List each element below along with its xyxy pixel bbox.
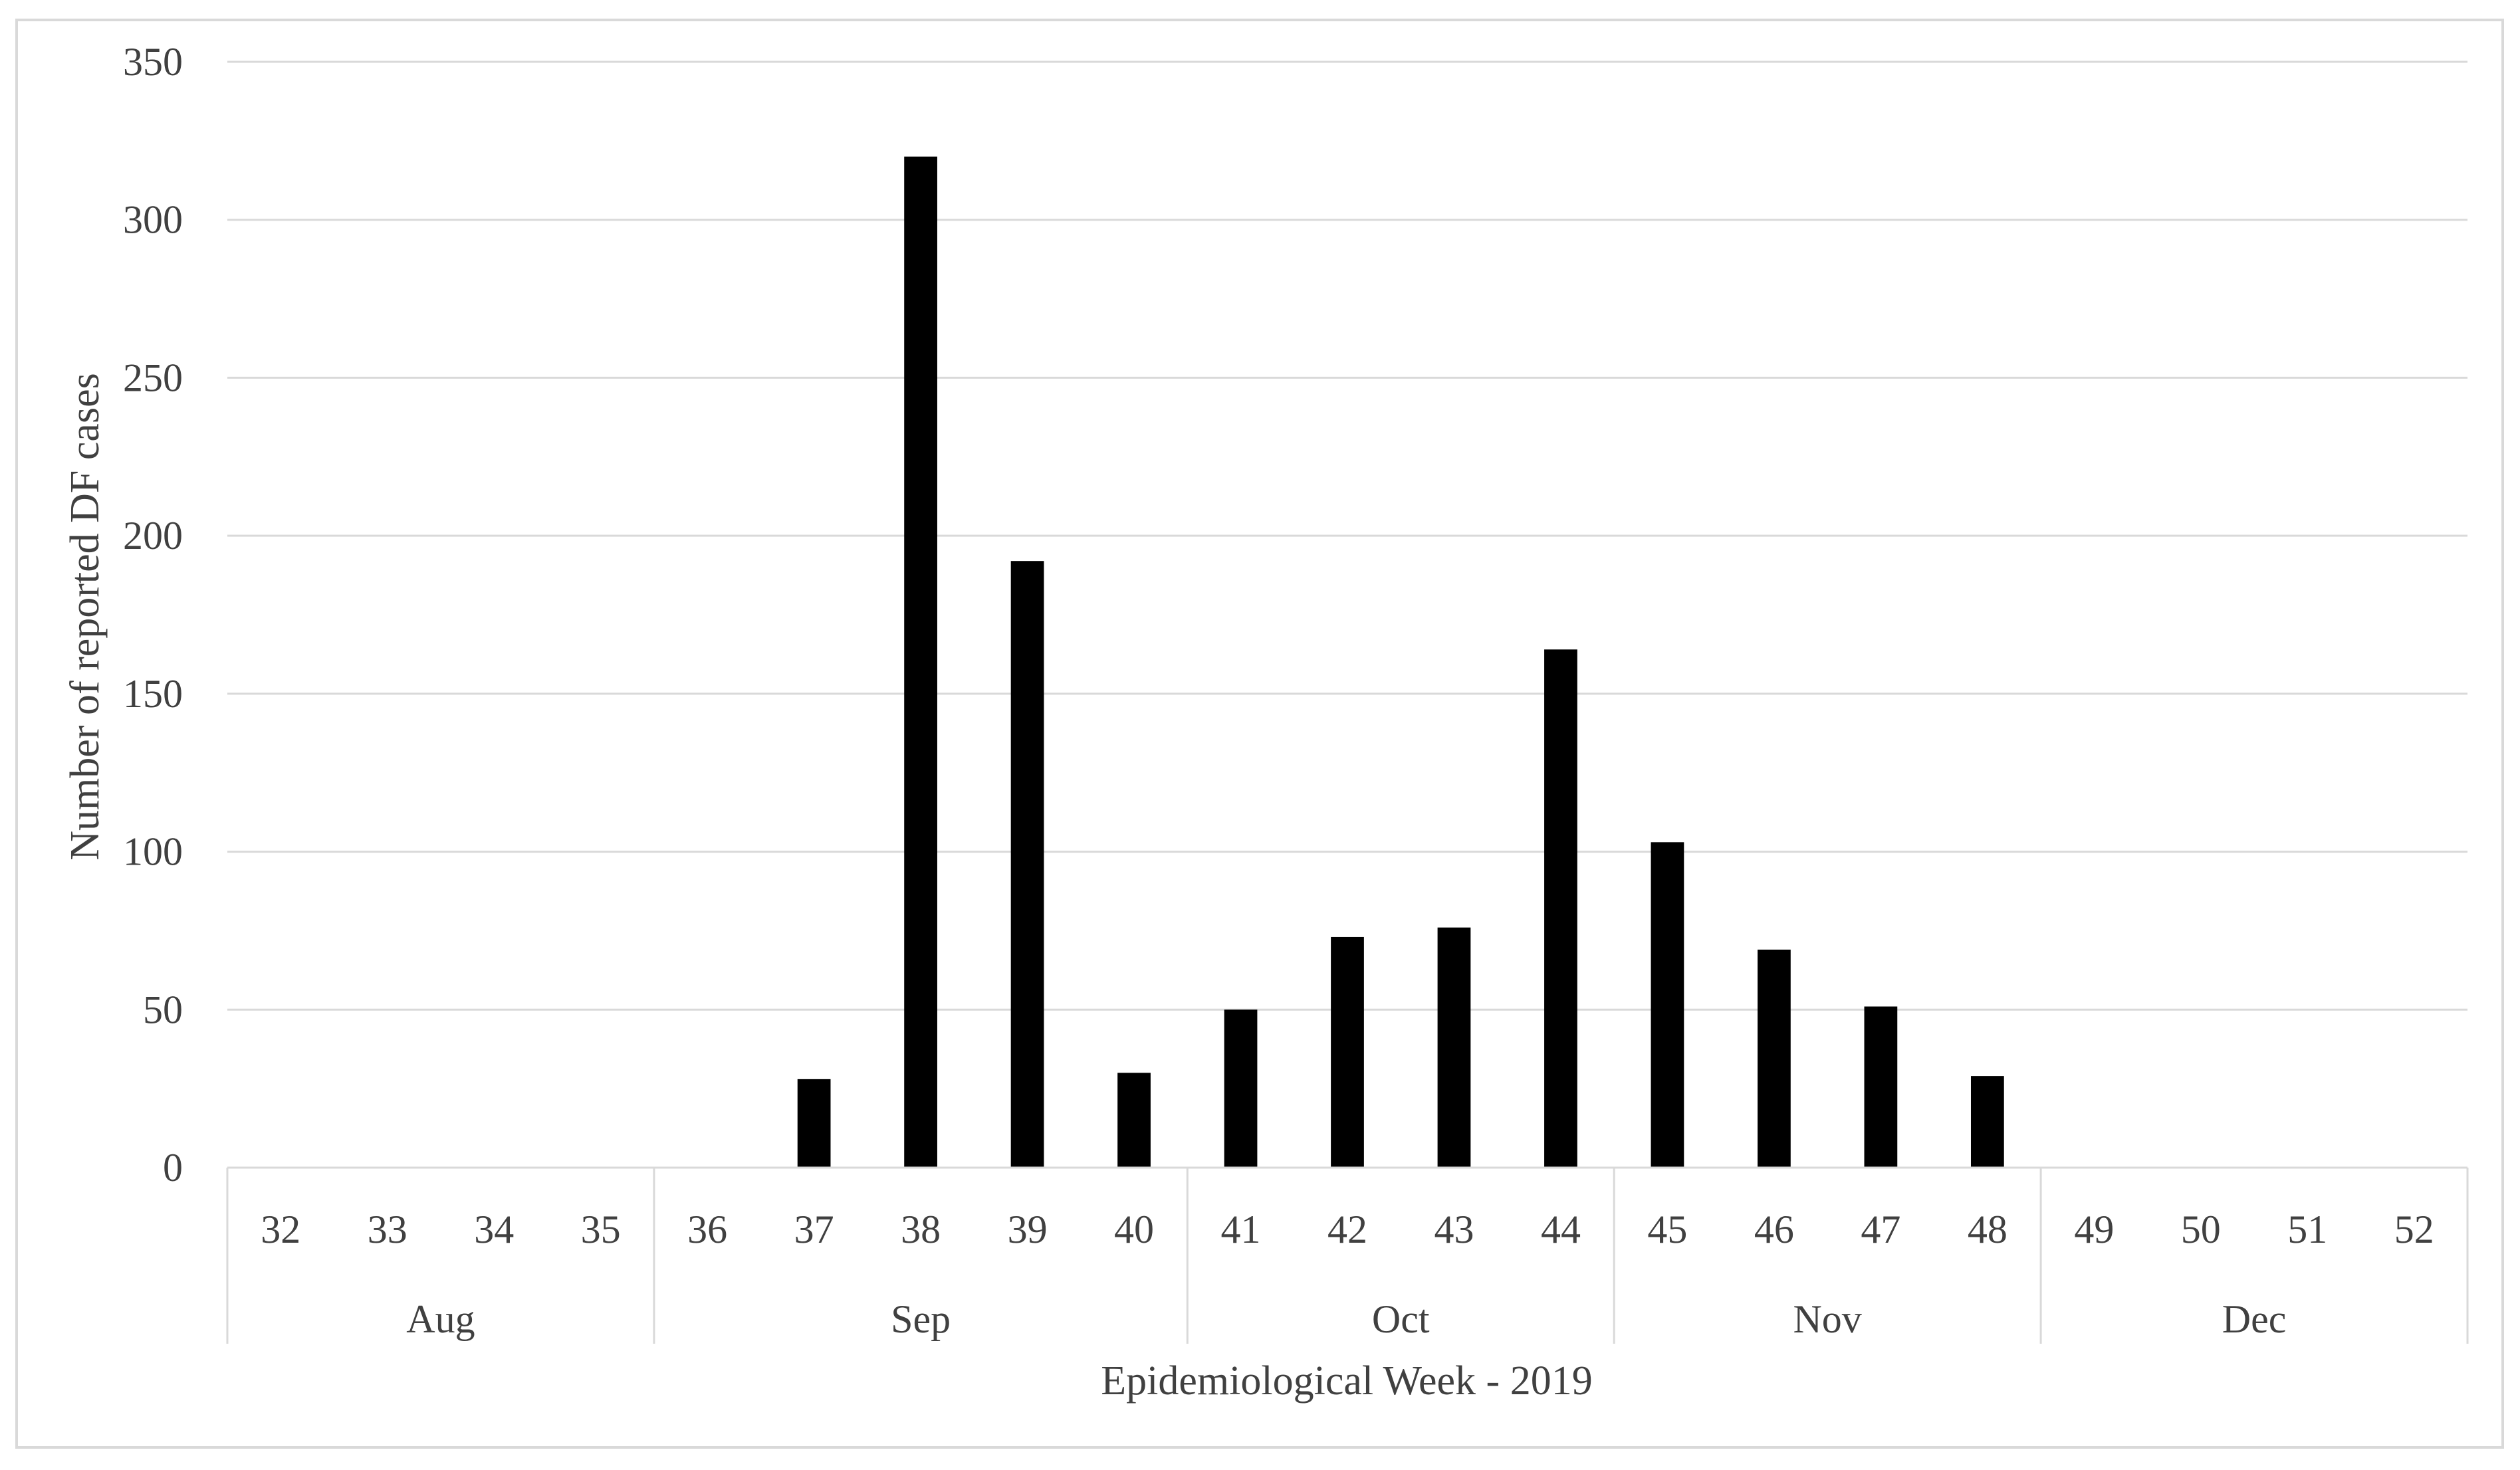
- x-tick-label: 37: [794, 1208, 834, 1251]
- bar-week-48: [1970, 1076, 2004, 1168]
- x-tick-label: 41: [1221, 1208, 1261, 1251]
- y-tick-label: 100: [123, 830, 183, 874]
- month-label-dec: Dec: [2222, 1297, 2287, 1341]
- y-tick-label: 0: [163, 1146, 183, 1190]
- x-tick-label: 50: [2181, 1208, 2221, 1251]
- y-tick-label: 250: [123, 356, 183, 399]
- bar-week-41: [1224, 1009, 1258, 1168]
- bar-week-46: [1758, 949, 1791, 1168]
- bar-week-44: [1544, 649, 1577, 1168]
- x-tick-label: 51: [2287, 1208, 2327, 1251]
- bar-week-45: [1651, 842, 1684, 1168]
- y-tick-label: 200: [123, 514, 183, 558]
- x-tick-label: 49: [2074, 1208, 2114, 1251]
- x-tick-label: 46: [1754, 1208, 1794, 1251]
- x-tick-label: 34: [474, 1208, 514, 1251]
- y-tick-label: 350: [123, 40, 183, 84]
- month-label-oct: Oct: [1372, 1297, 1430, 1341]
- bar-week-42: [1331, 936, 1364, 1168]
- x-tick-label: 39: [1008, 1208, 1048, 1251]
- bar-week-39: [1010, 561, 1044, 1168]
- bar-week-37: [797, 1079, 831, 1168]
- x-tick-label: 42: [1327, 1208, 1367, 1251]
- month-label-nov: Nov: [1793, 1297, 1861, 1341]
- x-axis-title: Epidemiological Week - 2019: [1101, 1358, 1592, 1404]
- x-tick-label: 33: [368, 1208, 407, 1251]
- x-axis: 32 33 34 35 36 37 38 39 40 41 42 43 44 45 46 47 48 49 50 51…: [226, 1166, 2469, 1344]
- y-tick-label: 150: [123, 672, 183, 716]
- x-tick-label: 45: [1647, 1208, 1687, 1251]
- x-tick-label: 35: [581, 1208, 621, 1251]
- x-tick-label: 43: [1434, 1208, 1474, 1251]
- bar-week-38: [904, 156, 937, 1168]
- x-tick-label: 48: [1968, 1208, 2007, 1251]
- x-tick-label: 40: [1114, 1208, 1154, 1251]
- y-axis-title: Number of reported DF cases: [62, 373, 108, 860]
- y-axis-ticks: 0 50 100 150 200 250 300 350: [123, 40, 183, 1190]
- bars: [797, 156, 2004, 1168]
- bar-week-40: [1117, 1073, 1151, 1168]
- x-tick-label: 52: [2394, 1208, 2434, 1251]
- x-tick-label: 32: [261, 1208, 300, 1251]
- month-label-sep: Sep: [891, 1297, 951, 1341]
- x-tick-label: 47: [1861, 1208, 1900, 1251]
- x-tick-label: 44: [1541, 1208, 1581, 1251]
- bar-week-43: [1437, 927, 1471, 1168]
- month-label-aug: Aug: [406, 1297, 475, 1341]
- y-tick-label: 300: [123, 198, 183, 242]
- x-tick-label: 36: [687, 1208, 727, 1251]
- chart-frame: [15, 19, 2504, 1449]
- y-tick-label: 50: [143, 988, 183, 1031]
- bar-week-47: [1864, 1006, 1898, 1168]
- x-tick-label: 38: [901, 1208, 941, 1251]
